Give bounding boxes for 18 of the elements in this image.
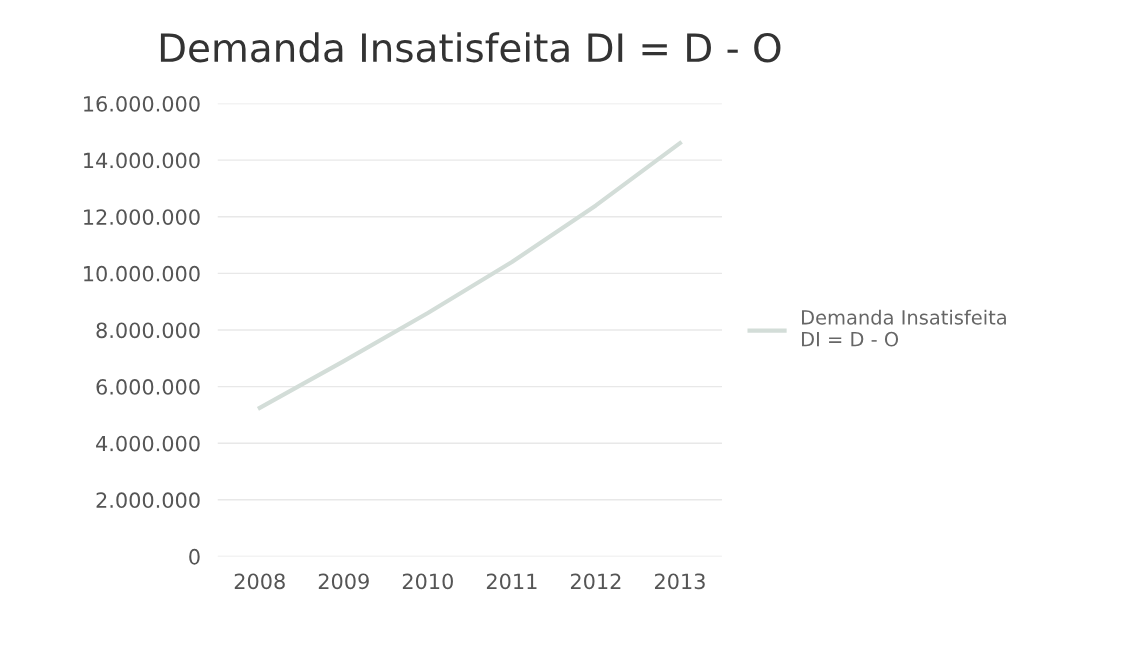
- x-tick-label: 2009: [318, 573, 369, 590]
- x-tick-label: 2011: [486, 573, 537, 590]
- y-tick-label: 16.000.000: [84, 95, 200, 112]
- y-tick-label: 6.000.000: [96, 379, 200, 395]
- y-tick-label: 2.000.000: [96, 492, 200, 509]
- y-tick-label: 12.000.000: [84, 209, 200, 225]
- x-tick-label: 2012: [570, 573, 621, 590]
- line-series: [257, 141, 683, 410]
- y-tick-label: 8.000.000: [96, 322, 200, 339]
- x-tick-label: 2010: [402, 573, 453, 590]
- x-tick-label: 2013: [654, 573, 705, 590]
- chart-title: Demanda Insatisfeita DI = D - O: [160, 32, 781, 63]
- x-tick-label: 2008: [234, 573, 285, 590]
- y-tick-label: 0: [189, 548, 200, 565]
- y-tick-label: 14.000.000: [84, 152, 200, 169]
- legend-label: Demanda Insatisfeita DI = D - O: [802, 309, 1006, 347]
- y-tick-label: 10.000.000: [84, 265, 200, 282]
- y-tick-label: 4.000.000: [96, 435, 200, 452]
